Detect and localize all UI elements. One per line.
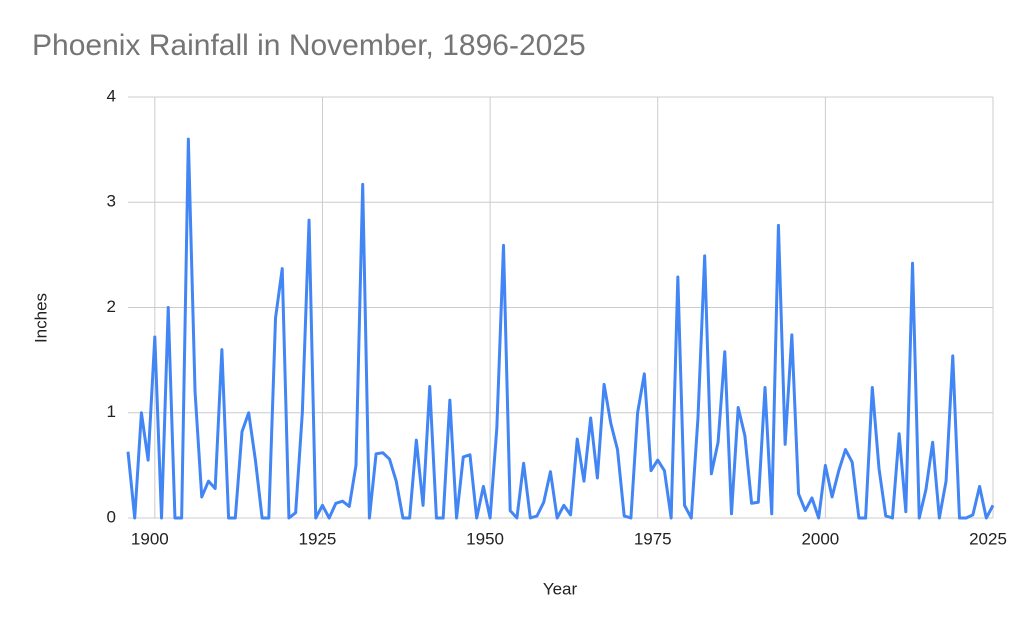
y-tick-label: 0: [107, 507, 116, 526]
data-line: [126, 137, 995, 520]
y-tick-label: 1: [107, 402, 116, 421]
y-tick-label: 3: [107, 192, 116, 211]
x-tick-label: 2025: [969, 529, 1007, 548]
x-tick-label: 1900: [131, 529, 169, 548]
x-tick-label: 1975: [634, 529, 672, 548]
x-tick-label: 1950: [466, 529, 504, 548]
y-tick-label: 4: [107, 86, 116, 105]
x-tick-label: 2000: [801, 529, 839, 548]
y-tick-label: 2: [107, 297, 116, 316]
x-axis-label: Year: [543, 579, 578, 598]
y-axis-label: Inches: [31, 293, 50, 343]
chart-title: Phoenix Rainfall in November, 1896-2025: [32, 29, 586, 62]
x-tick-label: 1925: [299, 529, 337, 548]
